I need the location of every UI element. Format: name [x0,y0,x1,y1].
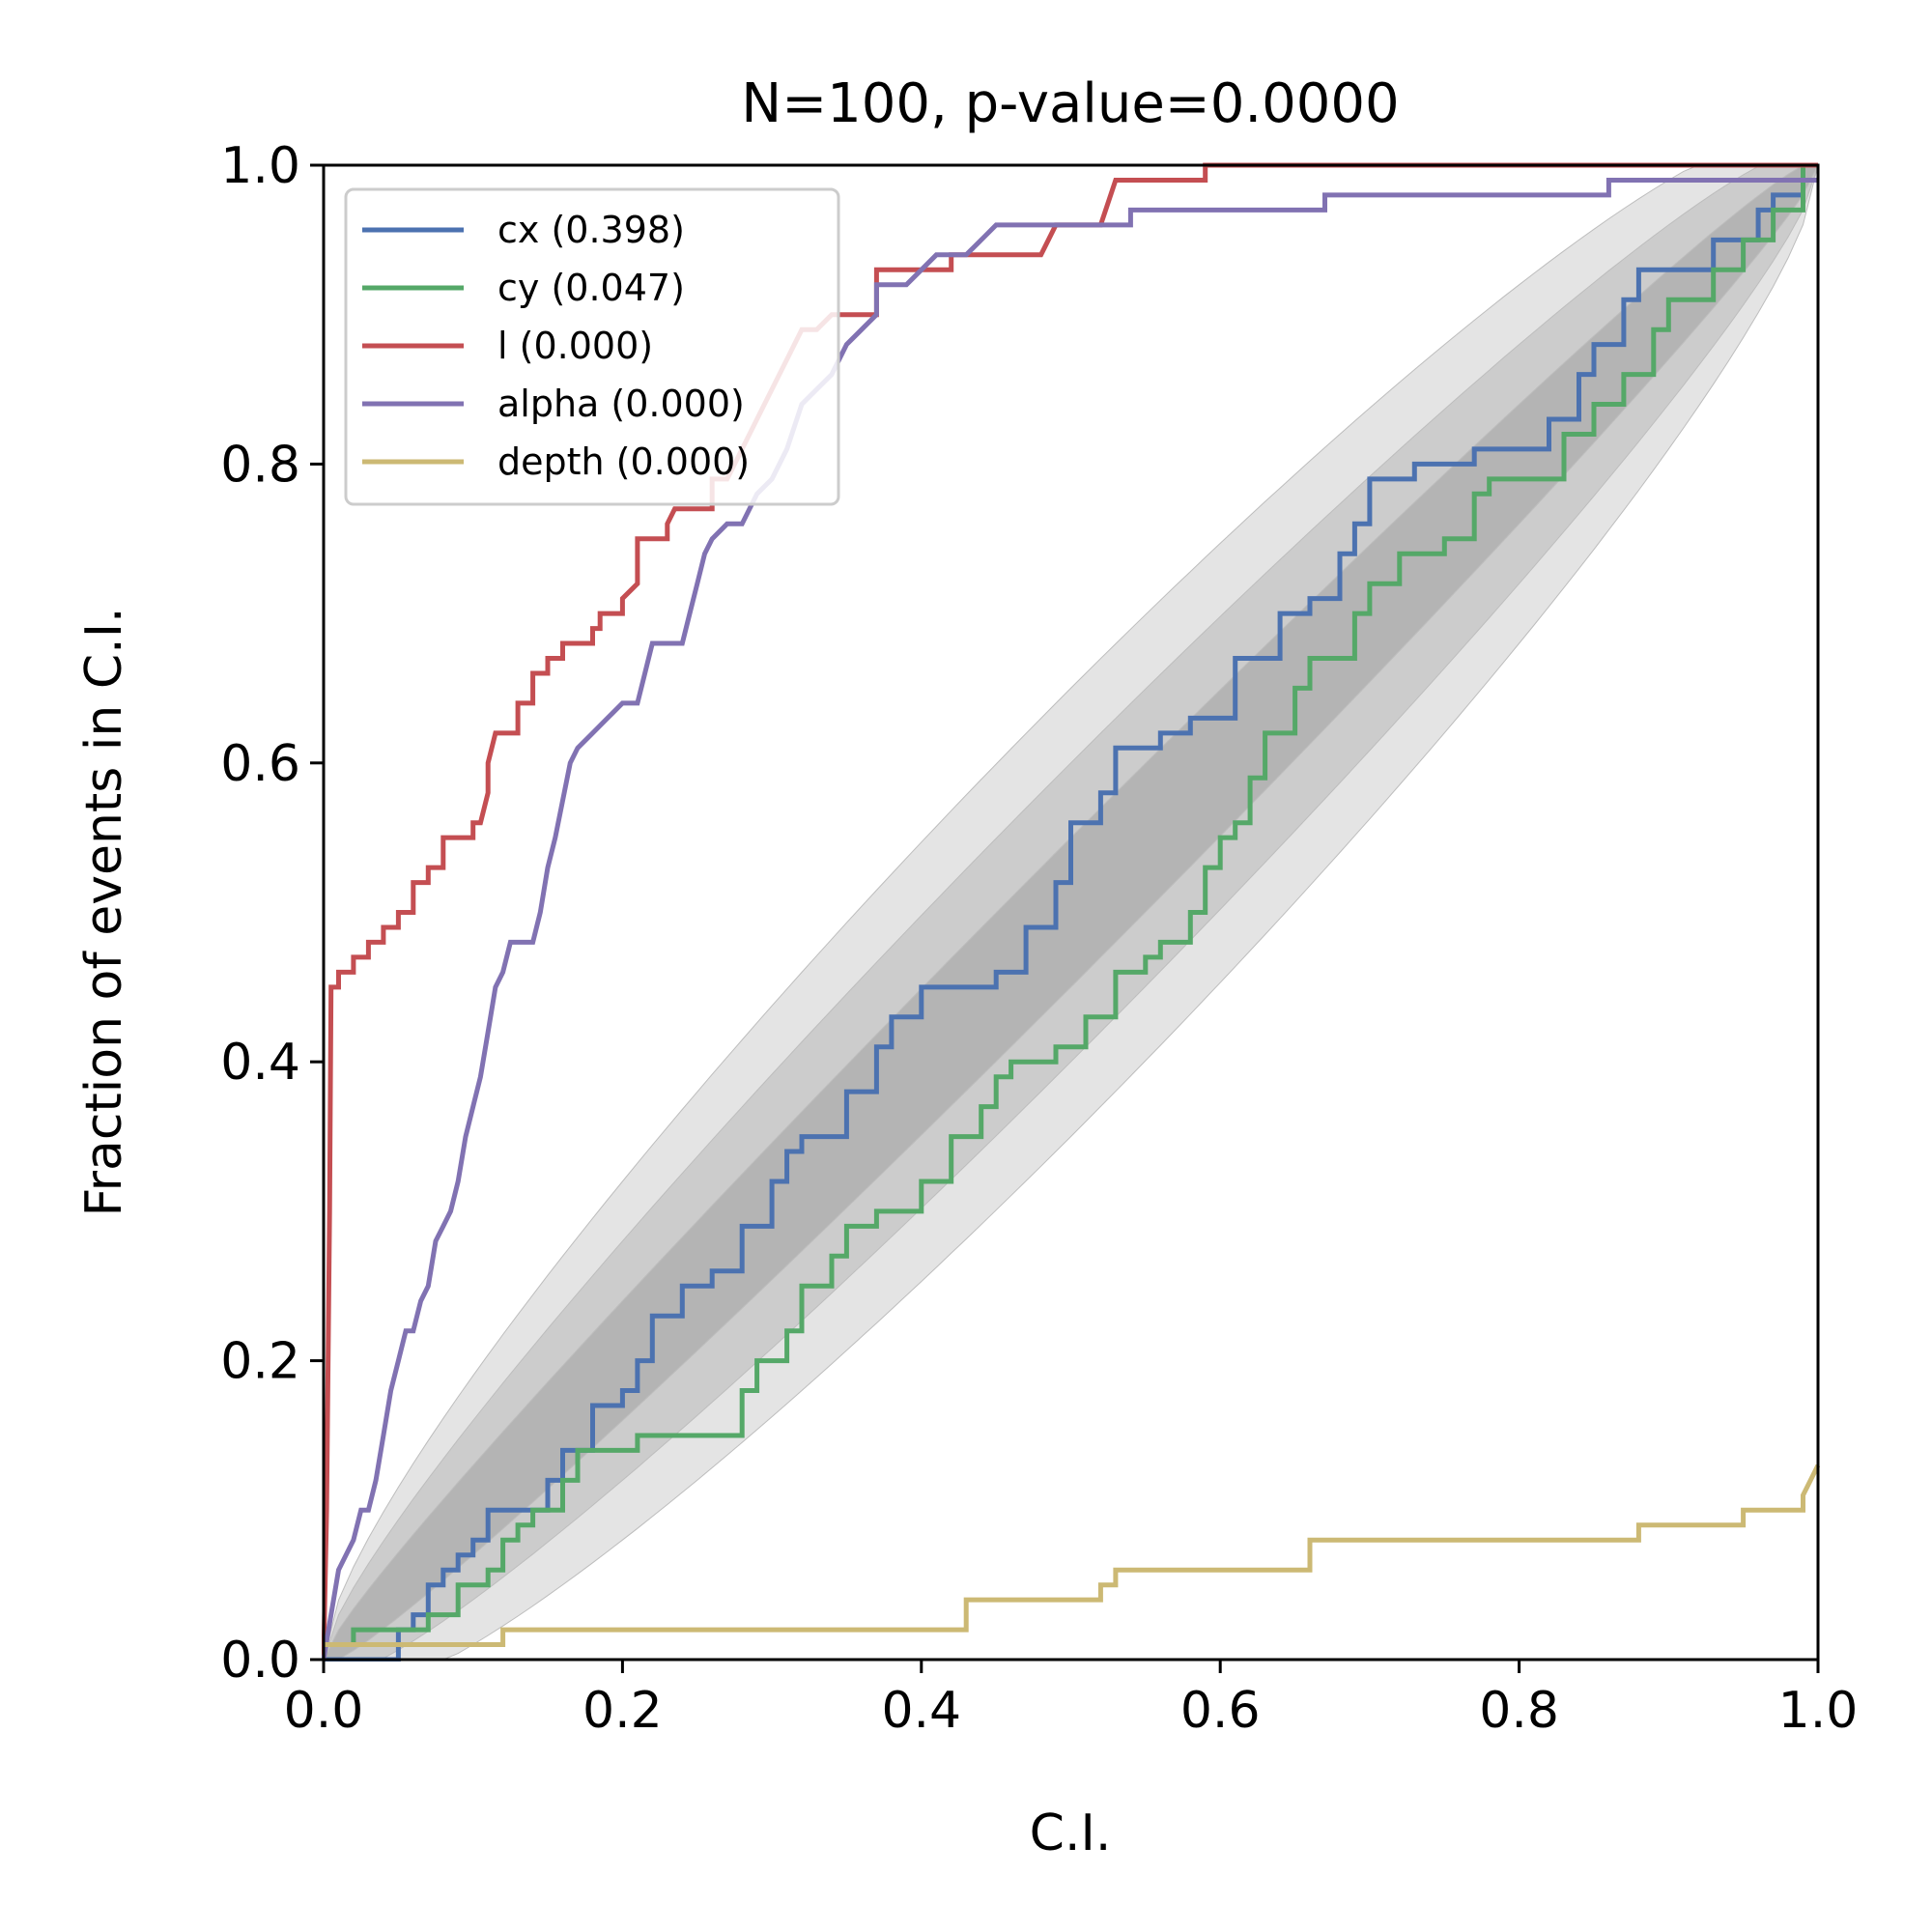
series-line-cx [324,162,1818,1662]
series-line-cy [324,162,1818,1647]
series-line-depth [324,1463,1820,1647]
y-axis-label: Fraction of events in C.I. [75,607,133,1216]
x-tick-label: 0.0 [284,1682,364,1740]
legend-label-depth: depth (0.000) [497,440,750,483]
x-axis-label: C.I. [1030,1804,1112,1862]
chart-title: N=100, p-value=0.0000 [741,72,1399,135]
y-tick-label: 0.6 [220,735,300,793]
plot-frame [322,163,1820,1662]
legend-label-alpha: alpha (0.000) [497,383,745,425]
legend-label-cx: cx (0.398) [497,209,685,251]
y-tick-label: 0.8 [220,436,300,494]
x-tick-label: 0.6 [1180,1682,1261,1740]
legend-entries: cx (0.398) cy (0.047) l (0.000) alpha (0.00… [362,209,750,483]
y-tick-label: 0.0 [220,1632,300,1690]
series-line-alpha [322,178,1818,1661]
x-axis-ticks: 0.0 0.2 0.4 0.6 0.8 1.0 [284,1660,1859,1740]
legend-label-cy: cy (0.047) [497,267,685,309]
x-tick-label: 0.4 [881,1682,961,1740]
legend-box [344,187,840,506]
legend: cx (0.398) cy (0.047) l (0.000) alpha (0.00… [344,187,840,506]
x-tick-label: 0.2 [582,1682,663,1740]
y-tick-label: 0.2 [220,1333,300,1391]
y-tick-label: 1.0 [220,137,300,195]
legend-label-l: l (0.000) [497,325,653,367]
y-axis-ticks: 0.0 0.2 0.4 0.6 0.8 1.0 [220,137,324,1690]
x-tick-label: 1.0 [1778,1682,1859,1740]
y-tick-label: 0.4 [220,1034,300,1092]
x-tick-label: 0.8 [1479,1682,1559,1740]
